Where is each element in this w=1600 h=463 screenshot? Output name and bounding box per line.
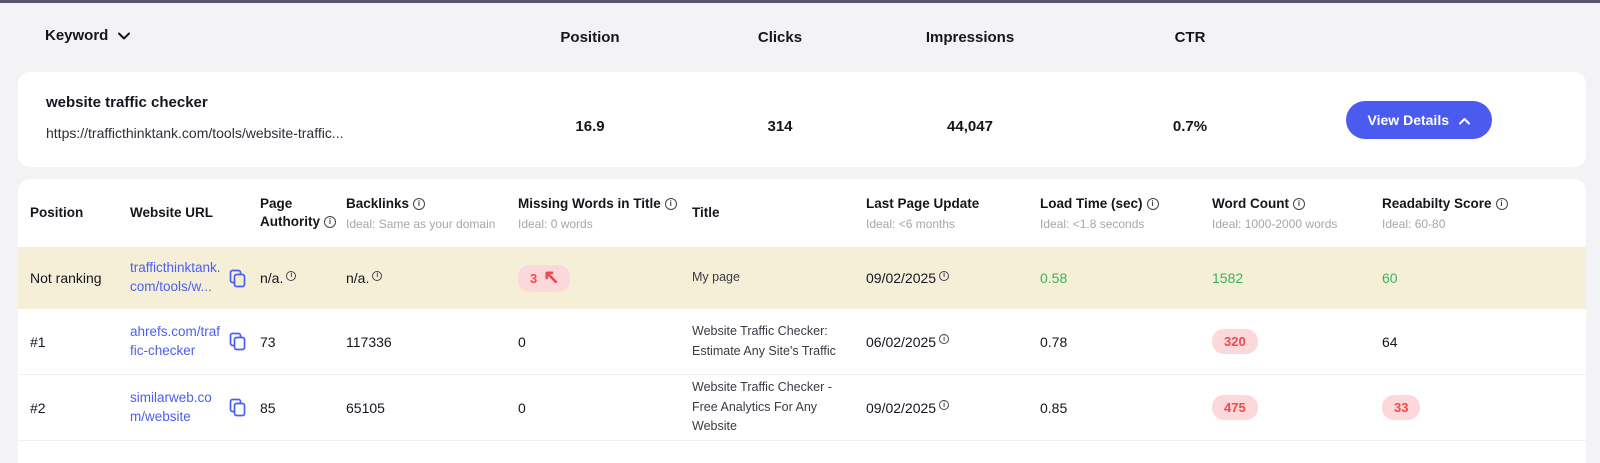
title-cell: Website Traffic Checker: Estimate Any Si… xyxy=(692,324,836,358)
page-authority-cell: 85 xyxy=(260,399,276,416)
rank-cell: Not ranking xyxy=(30,270,102,286)
info-icon[interactable] xyxy=(664,197,677,210)
ideal-hint: Ideal: <6 months xyxy=(866,217,956,231)
word-count-badge: 320 xyxy=(1212,329,1258,354)
col-missing-words: Missing Words in Title Ideal: 0 words xyxy=(518,195,692,231)
info-icon[interactable] xyxy=(939,400,950,410)
info-icon[interactable] xyxy=(1495,197,1508,210)
col-last-page-update: Last Page Update Ideal: <6 months xyxy=(866,195,1040,231)
readability-badge: 33 xyxy=(1382,395,1421,420)
keyword-summary-card: website traffic checker https://traffict… xyxy=(18,72,1586,167)
last-update-cell: 09/02/2025 xyxy=(866,270,1040,286)
chevron-down-icon xyxy=(118,27,131,44)
ideal-hint: Ideal: Same as your domain xyxy=(346,217,496,231)
word-count-cell: 475 xyxy=(1212,395,1382,420)
backlinks-cell: 65105 xyxy=(346,399,385,416)
copy-icon[interactable] xyxy=(229,398,246,417)
info-icon[interactable] xyxy=(939,270,950,281)
header-ctr: CTR xyxy=(1174,29,1206,46)
info-icon[interactable] xyxy=(324,215,336,228)
ideal-hint: Ideal: 1000-2000 words xyxy=(1212,217,1338,231)
header-impressions: Impressions xyxy=(925,29,1015,46)
missing-words-cell: 0 xyxy=(518,333,526,350)
header-clicks: Clicks xyxy=(757,29,803,46)
title-cell: My page xyxy=(692,270,740,285)
last-update-cell: 09/02/2025 xyxy=(866,400,1040,416)
load-time-cell: 0.85 xyxy=(1040,399,1068,416)
col-word-count: Word Count Ideal: 1000-2000 words xyxy=(1212,195,1382,231)
readability-cell: 64 xyxy=(1382,333,1398,350)
website-link[interactable]: ahrefs.com/traffic-checker xyxy=(130,323,221,358)
view-details-button[interactable]: View Details xyxy=(1345,101,1492,139)
load-time-cell: 0.78 xyxy=(1040,333,1068,350)
info-icon[interactable] xyxy=(286,270,297,281)
page-authority-cell: 73 xyxy=(260,333,276,350)
col-website-url: Website URL xyxy=(130,205,214,220)
position-value: 16.9 xyxy=(575,118,605,135)
info-icon[interactable] xyxy=(372,270,383,281)
col-backlinks: Backlinks Ideal: Same as your domain xyxy=(346,195,518,231)
info-icon[interactable] xyxy=(939,334,950,344)
col-load-time: Load Time (sec) Ideal: <1.8 seconds xyxy=(1040,195,1212,231)
website-link[interactable]: trafficthinktank.com/tools/w... xyxy=(130,260,221,294)
missing-words-cell: 0 xyxy=(518,399,526,416)
table-row-competitor-1: #1 ahrefs.com/traffic-checker 73 117336 … xyxy=(18,309,1586,375)
rank-cell: #1 xyxy=(30,333,46,350)
ideal-hint: Ideal: 0 words xyxy=(518,217,593,231)
ctr-value: 0.7% xyxy=(1172,118,1208,135)
copy-icon[interactable] xyxy=(229,269,246,288)
keyword-dropdown-label: Keyword xyxy=(45,27,109,44)
view-details-label: View Details xyxy=(1367,112,1449,128)
readability-cell: 33 xyxy=(1382,395,1574,420)
last-update-cell: 06/02/2025 xyxy=(866,334,1040,350)
ideal-hint: Ideal: <1.8 seconds xyxy=(1040,217,1145,231)
word-count-cell: 1582 xyxy=(1212,270,1244,286)
load-time-cell: 0.58 xyxy=(1040,270,1068,286)
keyword-title: website traffic checker xyxy=(46,94,208,111)
keyword-dropdown[interactable]: Keyword xyxy=(45,27,131,44)
impressions-value: 44,047 xyxy=(947,118,993,135)
top-accent-strip xyxy=(0,0,1600,3)
table-header-row: Position Website URL Page Authority Back… xyxy=(18,179,1586,247)
chevron-up-icon xyxy=(1459,112,1470,128)
clicks-value: 314 xyxy=(767,118,793,135)
info-icon[interactable] xyxy=(1146,197,1159,210)
ideal-hint: Ideal: 60-80 xyxy=(1382,217,1446,231)
table-row-competitor-2: #2 similarweb.com/website 85 65105 0 Web… xyxy=(18,375,1586,441)
title-cell: Website Traffic Checker - Free Analytics… xyxy=(692,380,832,434)
header-position: Position xyxy=(560,29,620,46)
website-link[interactable]: similarweb.com/website xyxy=(130,389,212,424)
missing-words-badge[interactable]: 3 xyxy=(518,264,571,292)
backlinks-cell: n/a. xyxy=(346,270,518,286)
backlinks-cell: 117336 xyxy=(346,333,392,350)
info-icon[interactable] xyxy=(413,197,426,210)
col-readability-score: Readabilty Score Ideal: 60-80 xyxy=(1382,195,1574,231)
comparison-table: Position Website URL Page Authority Back… xyxy=(18,179,1586,463)
copy-icon[interactable] xyxy=(229,332,246,351)
info-icon[interactable] xyxy=(1292,197,1305,210)
col-position: Position xyxy=(30,205,84,220)
missing-words-cell: 3 xyxy=(518,264,692,292)
word-count-cell: 320 xyxy=(1212,329,1382,354)
keyword-url: https://trafficthinktank.com/tools/websi… xyxy=(46,125,344,141)
rank-cell: #2 xyxy=(30,399,46,416)
cursor-arrow-icon xyxy=(544,270,558,287)
col-title: Title xyxy=(692,205,720,220)
col-page-authority: Page Authority xyxy=(260,195,346,231)
word-count-badge: 475 xyxy=(1212,395,1258,420)
page-authority-cell: n/a. xyxy=(260,270,346,286)
table-row-my-page: Not ranking trafficthinktank.com/tools/w… xyxy=(18,247,1586,309)
readability-cell: 60 xyxy=(1382,270,1398,286)
summary-header-row: Keyword Position Clicks Impressions CTR xyxy=(0,3,1600,72)
